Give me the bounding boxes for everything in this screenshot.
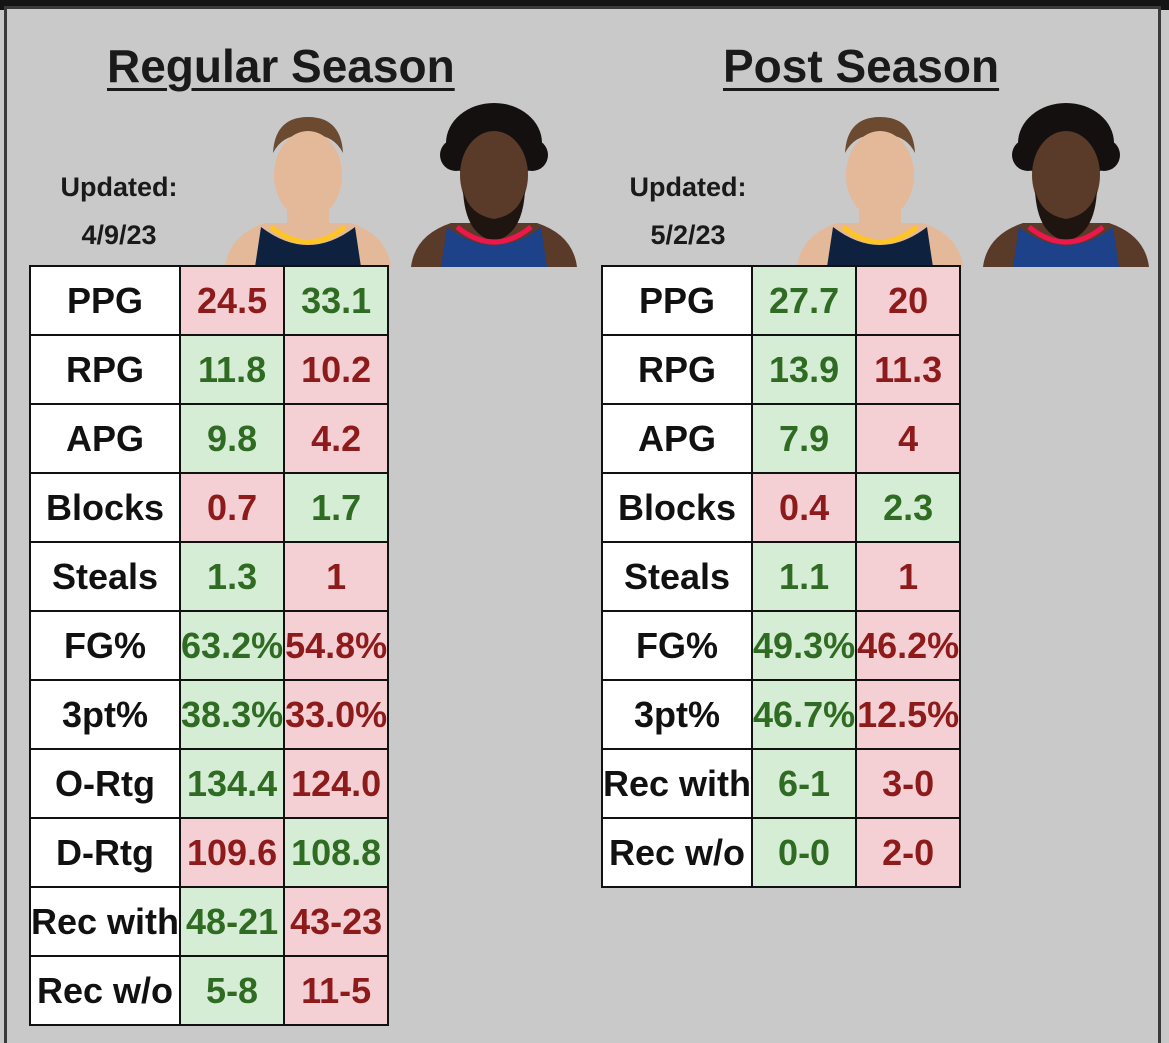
stat-label: Rec with <box>600 748 754 819</box>
player1-value: 49.3% <box>751 610 858 681</box>
stat-row: Blocks 0.4 2.3 <box>600 472 962 543</box>
stat-row: PPG 24.5 33.1 <box>28 265 390 336</box>
player2-value: 3-0 <box>855 748 962 819</box>
stat-label: Steals <box>600 541 754 612</box>
stat-row: O-Rtg 134.4 124.0 <box>28 748 390 819</box>
updated-info: Updated: 4/9/23 <box>29 163 209 259</box>
stat-row: Steals 1.3 1 <box>28 541 390 612</box>
stat-label: 3pt% <box>600 679 754 750</box>
stat-label: Steals <box>28 541 182 612</box>
regular-season-stats-table: PPG 24.5 33.1 RPG 11.8 10.2 APG 9.8 4.2 Blocks 0.7… <box>28 265 390 1026</box>
updated-label: Updated: <box>629 172 747 202</box>
infographic-panel: Regular Season Updated: 4/9/23 PPG 24.5 33… <box>4 6 1161 1043</box>
player2-value: 54.8% <box>283 610 390 681</box>
player2-value: 124.0 <box>283 748 390 819</box>
stat-row: Steals 1.1 1 <box>600 541 962 612</box>
player2-value: 2-0 <box>855 817 962 888</box>
player2-value: 46.2% <box>855 610 962 681</box>
stat-row: Rec w/o 5-8 11-5 <box>28 955 390 1026</box>
post-season-stats-table: PPG 27.7 20 RPG 13.9 11.3 APG 7.9 4 Blocks 0.4 2.3 S… <box>600 265 962 888</box>
stat-label: APG <box>28 403 182 474</box>
stat-row: Rec with 48-21 43-23 <box>28 886 390 957</box>
player1-value: 27.7 <box>751 265 858 336</box>
section-title: Regular Season <box>107 40 455 92</box>
stat-label: APG <box>600 403 754 474</box>
player1-value: 5-8 <box>179 955 286 1026</box>
player2-value: 4 <box>855 403 962 474</box>
player2-value: 10.2 <box>283 334 390 405</box>
stat-label: Rec with <box>28 886 182 957</box>
stat-row: RPG 11.8 10.2 <box>28 334 390 405</box>
stat-label: 3pt% <box>28 679 182 750</box>
player1-value: 6-1 <box>751 748 858 819</box>
stat-row: APG 9.8 4.2 <box>28 403 390 474</box>
player2-photo <box>401 95 587 267</box>
stat-label: PPG <box>28 265 182 336</box>
updated-date: 5/2/23 <box>650 220 726 250</box>
stat-row: 3pt% 46.7% 12.5% <box>600 679 962 750</box>
player1-value: 1.1 <box>751 541 858 612</box>
stat-row: Rec with 6-1 3-0 <box>600 748 962 819</box>
player2-value: 1.7 <box>283 472 390 543</box>
updated-date: 4/9/23 <box>81 220 157 250</box>
player1-value: 9.8 <box>179 403 286 474</box>
stat-label: PPG <box>600 265 754 336</box>
stat-label: Blocks <box>600 472 754 543</box>
player2-value: 33.0% <box>283 679 390 750</box>
stat-label: D-Rtg <box>28 817 182 888</box>
stat-row: Blocks 0.7 1.7 <box>28 472 390 543</box>
player2-value: 11.3 <box>855 334 962 405</box>
updated-label: Updated: <box>60 172 178 202</box>
stat-label: RPG <box>28 334 182 405</box>
player2-value: 1 <box>855 541 962 612</box>
stat-row: PPG 27.7 20 <box>600 265 962 336</box>
section-title: Post Season <box>723 40 1000 92</box>
player1-value: 63.2% <box>179 610 286 681</box>
player1-value: 13.9 <box>751 334 858 405</box>
player2-value: 4.2 <box>283 403 390 474</box>
stat-label: FG% <box>28 610 182 681</box>
player1-value: 24.5 <box>179 265 286 336</box>
player2-value: 2.3 <box>855 472 962 543</box>
player2-value: 1 <box>283 541 390 612</box>
stat-label: Blocks <box>28 472 182 543</box>
player1-value: 1.3 <box>179 541 286 612</box>
player1-value: 46.7% <box>751 679 858 750</box>
stat-label: O-Rtg <box>28 748 182 819</box>
stat-row: FG% 63.2% 54.8% <box>28 610 390 681</box>
player1-value: 11.8 <box>179 334 286 405</box>
stat-row: Rec w/o 0-0 2-0 <box>600 817 962 888</box>
stat-row: 3pt% 38.3% 33.0% <box>28 679 390 750</box>
player1-value: 0.4 <box>751 472 858 543</box>
stat-label: Rec w/o <box>600 817 754 888</box>
player2-value: 20 <box>855 265 962 336</box>
player2-photo <box>973 95 1159 267</box>
player1-value: 134.4 <box>179 748 286 819</box>
updated-info: Updated: 5/2/23 <box>598 163 778 259</box>
player2-value: 108.8 <box>283 817 390 888</box>
player1-value: 38.3% <box>179 679 286 750</box>
player1-value: 7.9 <box>751 403 858 474</box>
stat-row: RPG 13.9 11.3 <box>600 334 962 405</box>
stat-row: FG% 49.3% 46.2% <box>600 610 962 681</box>
player2-value: 12.5% <box>855 679 962 750</box>
player1-value: 0.7 <box>179 472 286 543</box>
stat-label: Rec w/o <box>28 955 182 1026</box>
player2-value: 11-5 <box>283 955 390 1026</box>
player2-value: 43-23 <box>283 886 390 957</box>
stat-row: D-Rtg 109.6 108.8 <box>28 817 390 888</box>
stat-label: RPG <box>600 334 754 405</box>
player1-value: 109.6 <box>179 817 286 888</box>
player1-value: 0-0 <box>751 817 858 888</box>
player1-value: 48-21 <box>179 886 286 957</box>
player2-value: 33.1 <box>283 265 390 336</box>
player1-photo <box>787 95 973 267</box>
stat-label: FG% <box>600 610 754 681</box>
top-border <box>0 0 1169 10</box>
stat-row: APG 7.9 4 <box>600 403 962 474</box>
player1-photo <box>215 95 401 267</box>
